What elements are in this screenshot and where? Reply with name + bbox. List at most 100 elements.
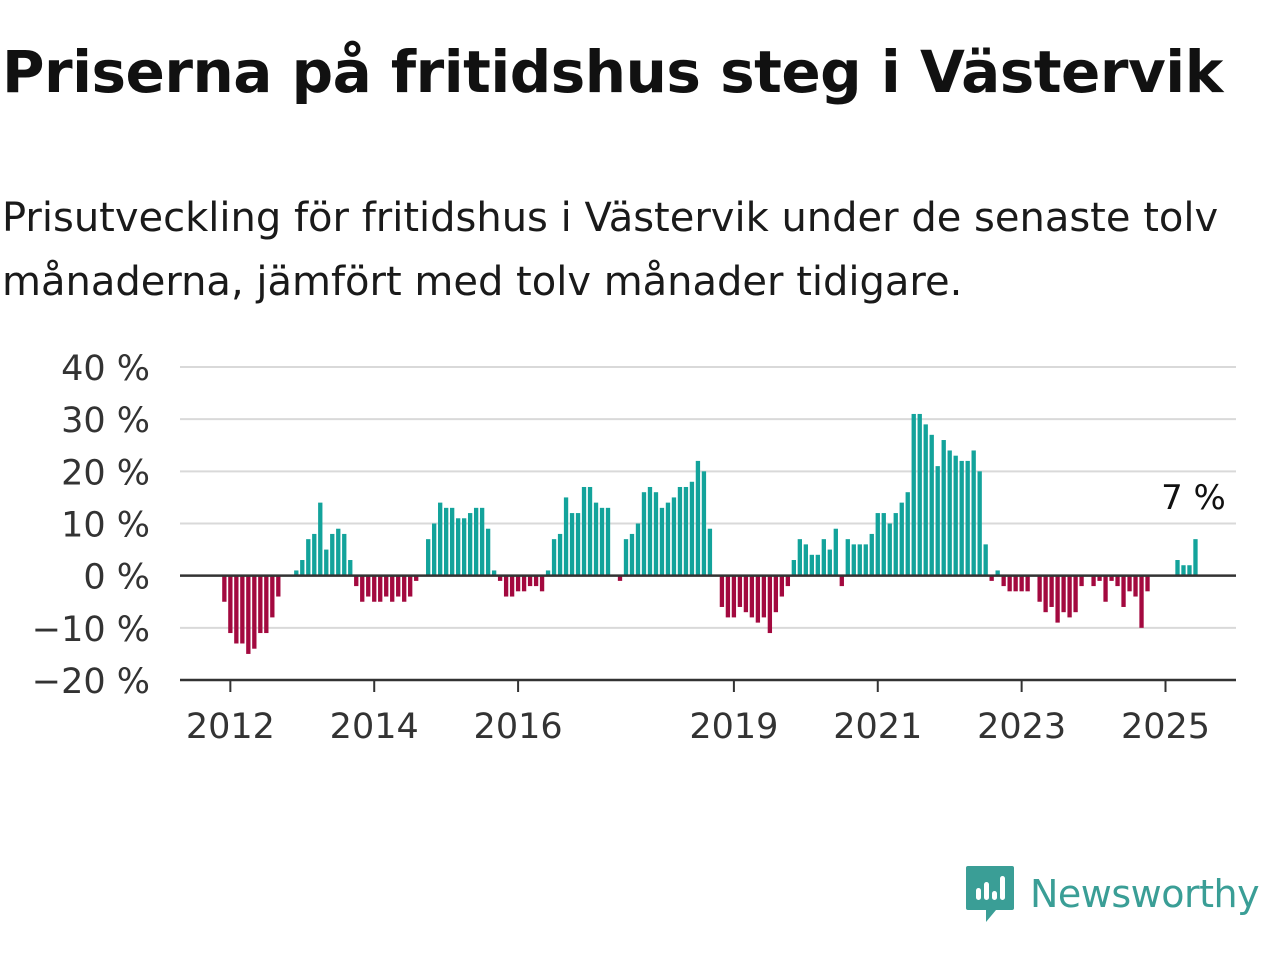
y-tick-label: 10 % bbox=[61, 506, 150, 546]
bar bbox=[234, 575, 239, 644]
bar bbox=[1145, 575, 1150, 592]
x-tick-label: 2016 bbox=[474, 707, 563, 747]
bar bbox=[677, 486, 683, 576]
bar bbox=[1037, 575, 1042, 602]
bar bbox=[449, 507, 455, 576]
bar bbox=[977, 471, 982, 576]
bar bbox=[563, 497, 569, 576]
bar bbox=[408, 575, 413, 597]
bar bbox=[827, 549, 832, 576]
bar bbox=[893, 513, 898, 576]
bar bbox=[689, 481, 695, 576]
bar bbox=[444, 507, 449, 576]
bar-chart: 40 %30 %20 %10 %0 %−10 %−20 % 2012 2014 20… bbox=[32, 349, 1236, 747]
bar bbox=[659, 507, 665, 576]
bar bbox=[617, 575, 623, 581]
bar bbox=[438, 502, 443, 576]
annotations: 7 % bbox=[1158, 475, 1229, 521]
bar bbox=[318, 502, 323, 576]
bar bbox=[707, 528, 713, 576]
bar bbox=[629, 533, 635, 576]
bar bbox=[587, 486, 593, 576]
bar bbox=[953, 455, 958, 576]
bar bbox=[845, 539, 850, 576]
bar bbox=[869, 533, 874, 576]
bar bbox=[539, 575, 545, 592]
bar bbox=[455, 518, 461, 576]
bar bbox=[791, 560, 796, 576]
bar bbox=[683, 486, 689, 576]
y-tick-label: 30 % bbox=[61, 401, 150, 441]
chart-subtitle: Prisutveckling för fritidshus i Västervi… bbox=[2, 195, 1219, 305]
bar bbox=[701, 471, 707, 576]
bar bbox=[330, 533, 335, 576]
bar bbox=[1181, 565, 1186, 576]
bar bbox=[432, 523, 437, 576]
bar bbox=[461, 518, 467, 576]
bar bbox=[1115, 575, 1120, 587]
bar bbox=[599, 507, 605, 576]
bar bbox=[533, 575, 539, 587]
bar bbox=[731, 575, 737, 618]
bar bbox=[785, 575, 791, 587]
bar bbox=[641, 492, 647, 576]
bar bbox=[551, 539, 557, 576]
bar bbox=[545, 570, 551, 576]
bar bbox=[665, 502, 671, 576]
bar bbox=[1187, 565, 1192, 576]
bar bbox=[755, 575, 761, 623]
bar bbox=[1091, 575, 1096, 587]
bar bbox=[671, 497, 677, 576]
bar bbox=[965, 460, 970, 576]
bar bbox=[923, 424, 928, 576]
bar bbox=[1127, 575, 1132, 592]
bar bbox=[803, 544, 808, 576]
bar bbox=[773, 575, 779, 613]
bar bbox=[509, 575, 515, 597]
brand-name: Newsworthy bbox=[1030, 872, 1260, 916]
bar bbox=[593, 502, 599, 576]
bar bbox=[485, 528, 491, 576]
x-tick-label: 2012 bbox=[186, 707, 275, 747]
bar bbox=[851, 544, 856, 576]
bar bbox=[515, 575, 521, 592]
bar bbox=[767, 575, 773, 634]
bar bbox=[983, 544, 988, 576]
bar bbox=[1121, 575, 1126, 607]
bar bbox=[1133, 575, 1138, 597]
bar bbox=[228, 575, 233, 634]
bar bbox=[821, 539, 826, 576]
bar bbox=[1025, 575, 1030, 592]
bar bbox=[779, 575, 785, 597]
bar bbox=[1175, 560, 1180, 576]
bar bbox=[875, 513, 880, 576]
bar bbox=[527, 575, 533, 587]
bar bbox=[270, 575, 275, 618]
bar bbox=[378, 575, 383, 602]
bar bbox=[935, 466, 940, 576]
bar bbox=[384, 575, 389, 597]
y-tick-label: 0 % bbox=[83, 558, 150, 598]
bar bbox=[725, 575, 731, 618]
y-tick-label: −10 % bbox=[32, 610, 150, 650]
bar bbox=[1007, 575, 1012, 592]
bar bbox=[1019, 575, 1024, 592]
x-tick-label: 2025 bbox=[1121, 707, 1210, 747]
bar bbox=[503, 575, 509, 597]
bar bbox=[857, 544, 862, 576]
bar bbox=[581, 486, 587, 576]
x-tick-label: 2023 bbox=[977, 707, 1066, 747]
bar bbox=[761, 575, 767, 618]
bar bbox=[719, 575, 725, 607]
bar bbox=[1073, 575, 1078, 613]
bar bbox=[695, 460, 701, 576]
bar bbox=[366, 575, 371, 597]
bar bbox=[240, 575, 245, 644]
bar bbox=[1067, 575, 1072, 618]
bar bbox=[467, 513, 473, 576]
bar bbox=[479, 507, 485, 576]
y-tick-label: 20 % bbox=[61, 453, 150, 493]
bar bbox=[623, 539, 629, 576]
y-tick-label: −20 % bbox=[32, 662, 150, 702]
gridlines bbox=[180, 366, 1236, 629]
